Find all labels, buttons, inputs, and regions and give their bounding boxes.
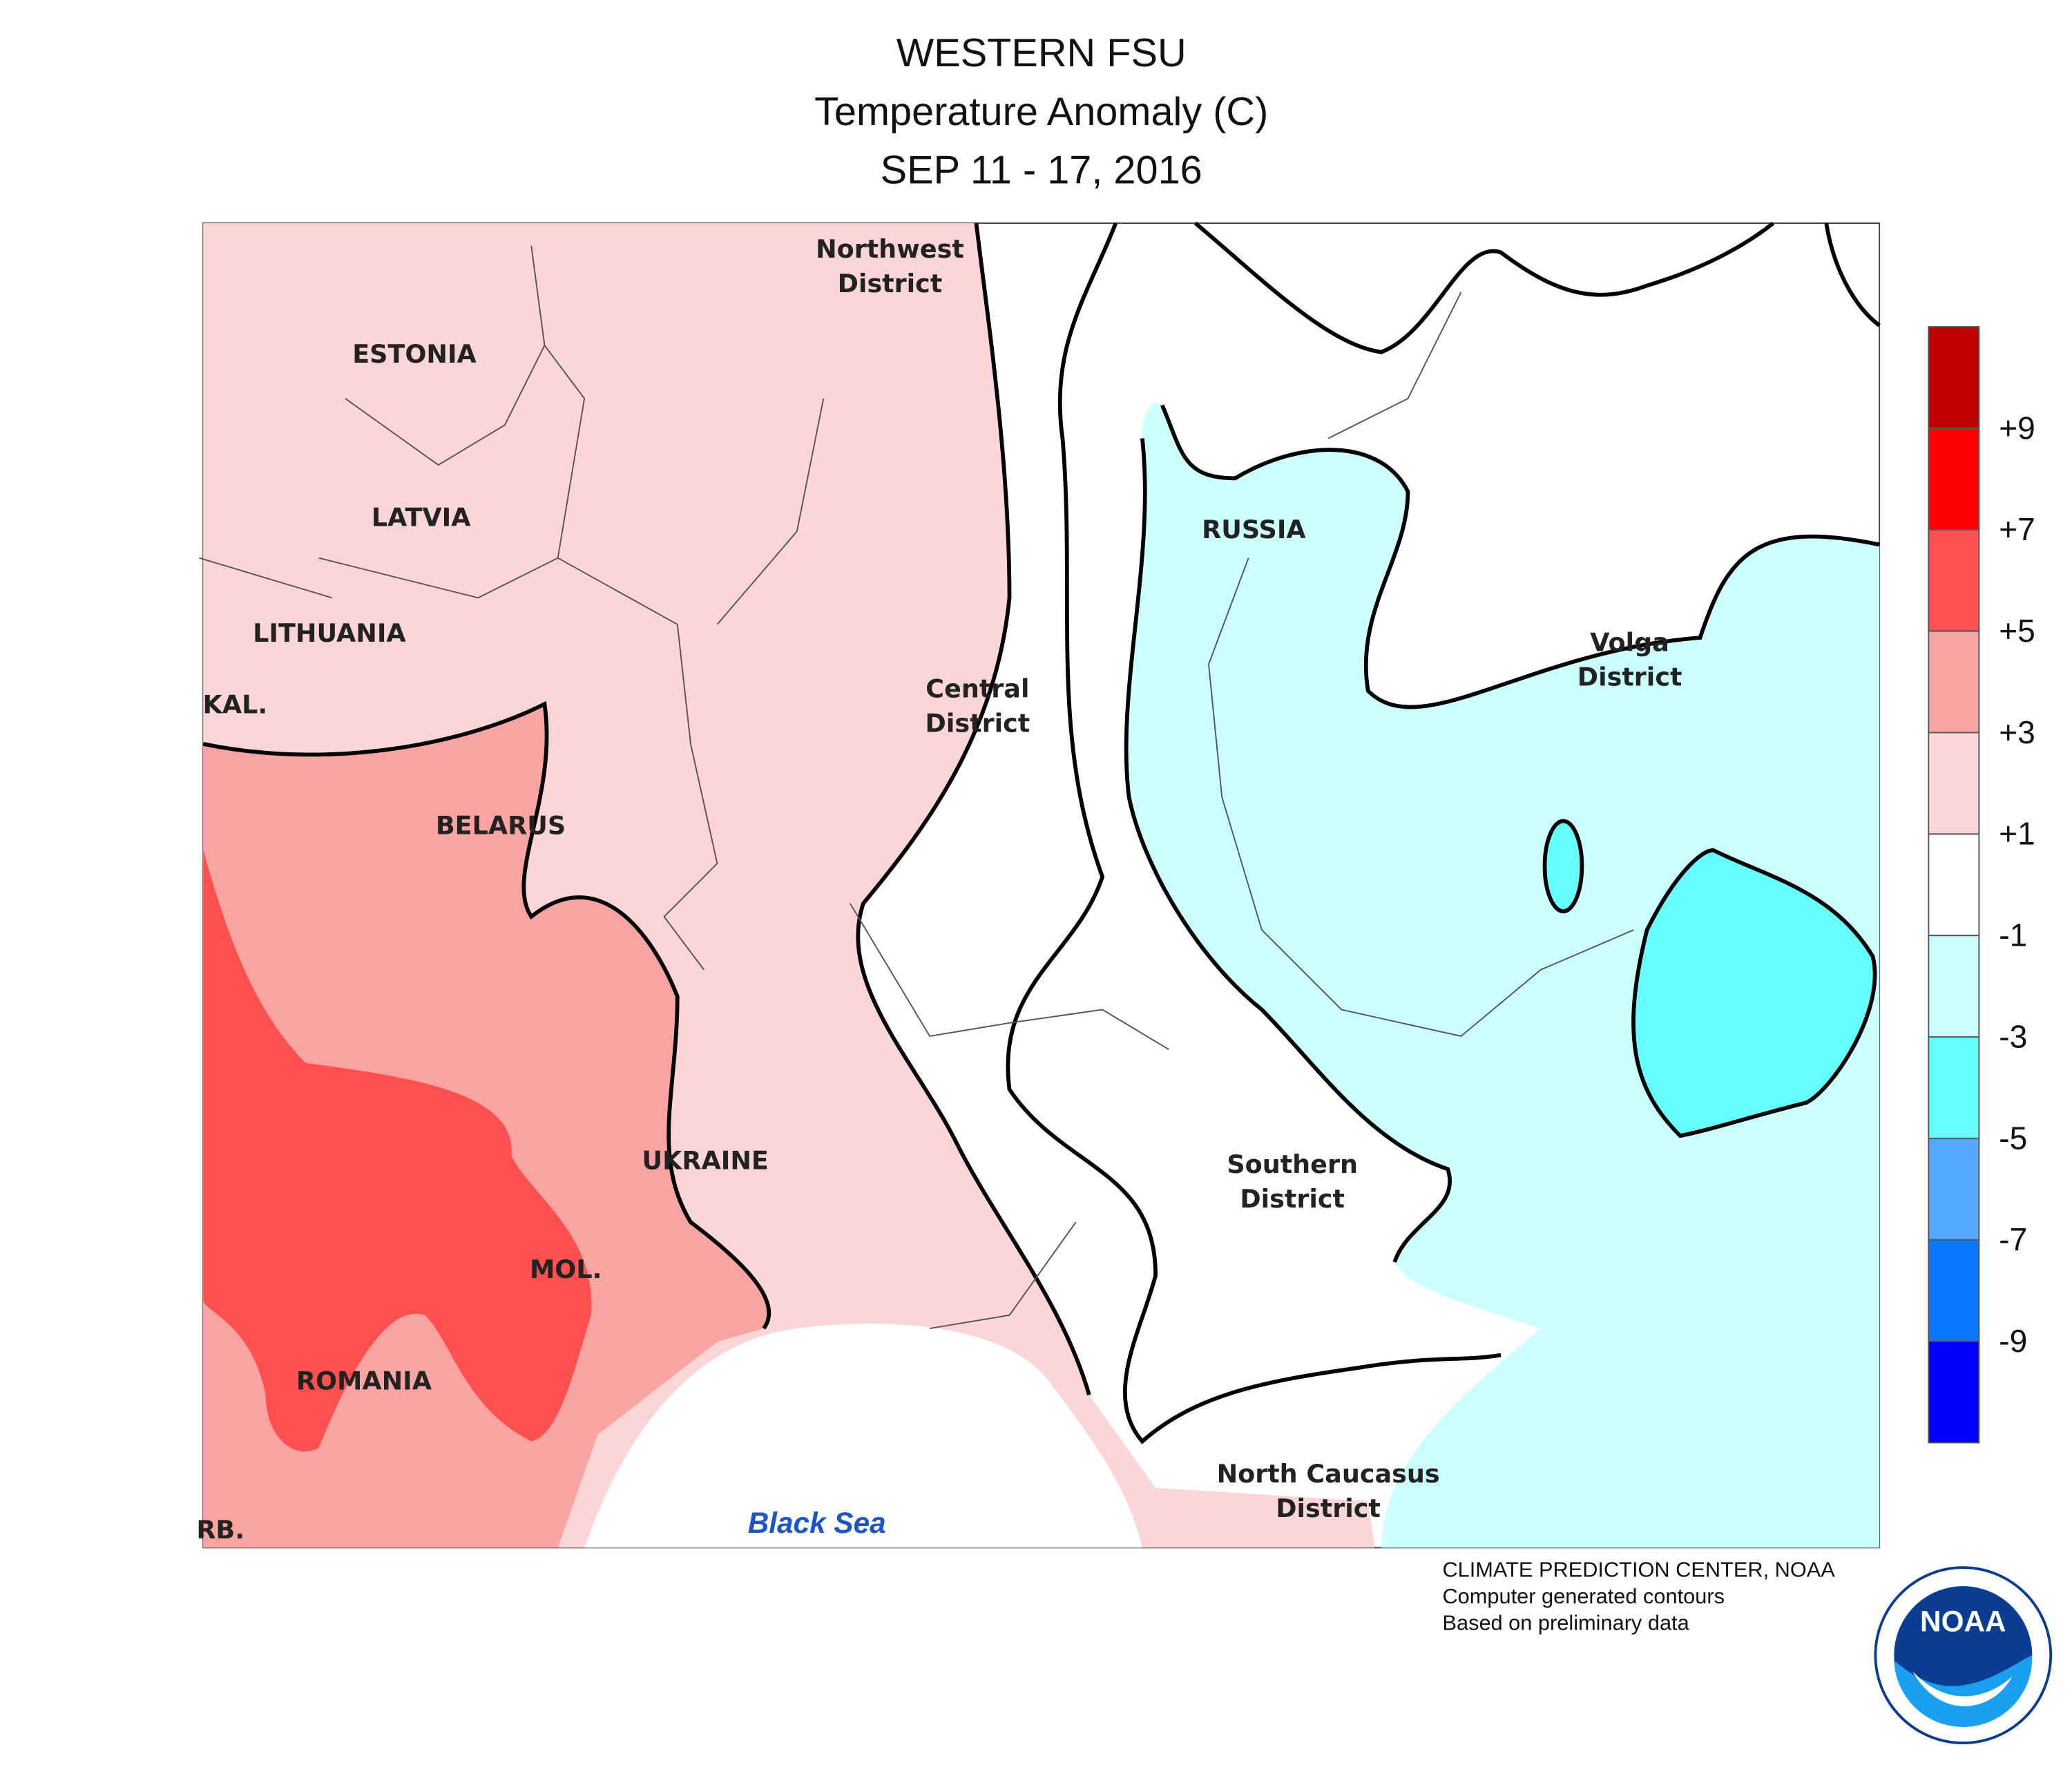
- region-label: UKRAINE: [642, 1145, 768, 1175]
- logo-gull: [1912, 1671, 2013, 1706]
- legend-label: -7: [1999, 1221, 2027, 1257]
- region-label: RB.: [196, 1515, 244, 1545]
- legend-swatch: [1928, 630, 1980, 734]
- footer-line: Based on preliminary data: [1442, 1611, 1689, 1635]
- legend-label: -9: [1999, 1323, 2027, 1359]
- region-label: LATVIA: [372, 503, 471, 533]
- footer-line: Computer generated contours: [1442, 1584, 1725, 1608]
- sea-label: Black Sea: [748, 1507, 886, 1539]
- contour: [1006, 222, 1502, 1444]
- title-line: Temperature Anomaly (C): [814, 90, 1268, 134]
- boundary: [199, 245, 1634, 1330]
- legend-label: -3: [1999, 1018, 2027, 1054]
- legend-swatch: [1928, 935, 1980, 1038]
- map: Black Sea: [199, 221, 1881, 1549]
- legend-swatch: [1928, 833, 1980, 937]
- region-label: ROMANIA: [296, 1366, 432, 1396]
- region-label: BELARUS: [436, 811, 566, 841]
- header: WESTERN FSU Temperature Anomaly (C) SEP 11…: [814, 31, 1268, 192]
- legend-label: +1: [1999, 816, 2035, 852]
- region-label: District: [1240, 1184, 1345, 1214]
- legend-label: -1: [1999, 917, 2027, 953]
- legend-label: -5: [1999, 1120, 2027, 1156]
- legend-swatch: [1928, 732, 1980, 835]
- region-label: Southern: [1227, 1149, 1358, 1179]
- footer: CLIMATE PREDICTION CENTER, NOAAComputer …: [1442, 1558, 1835, 1635]
- anomaly-area: [1542, 819, 1584, 914]
- legend-label: +7: [1999, 511, 2035, 547]
- logo-wave: [1894, 1655, 2033, 1727]
- legend-swatch: [1928, 528, 1980, 632]
- anomaly-area: [1126, 403, 1880, 1548]
- region-label: ESTONIA: [352, 339, 477, 369]
- legend-label: +5: [1999, 613, 2035, 649]
- footer-line: CLIMATE PREDICTION CENTER, NOAA: [1442, 1558, 1835, 1582]
- title-line: WESTERN FSU: [896, 31, 1187, 75]
- region-label: KAL.: [203, 690, 268, 720]
- region-label: North Caucasus: [1217, 1459, 1440, 1489]
- contour: [202, 700, 771, 1330]
- title-line: SEP 11 - 17, 2016: [881, 148, 1202, 192]
- legend-label: +9: [1999, 410, 2035, 446]
- region-label: District: [1577, 662, 1682, 691]
- contour: [856, 222, 1091, 1396]
- contour: [1193, 221, 1881, 354]
- region-label: District: [1276, 1494, 1381, 1523]
- region-label: District: [925, 709, 1030, 738]
- legend-swatch: [1928, 1340, 1980, 1444]
- legend-label: +3: [1999, 714, 2035, 750]
- legend-swatch: [1928, 1036, 1980, 1139]
- map-labels: Northwest District ESTONIA LATVIA LITHUANIA K…: [196, 234, 1682, 1545]
- legend-swatch: [1928, 427, 1980, 531]
- anomaly-area: [1631, 848, 1877, 1138]
- region-label: RUSSIA: [1202, 515, 1306, 544]
- legend-swatch: [1928, 1137, 1980, 1241]
- anomaly-area: [203, 850, 592, 1452]
- region-label: District: [838, 269, 943, 298]
- region-label: MOL.: [530, 1254, 602, 1284]
- contour: [1160, 404, 1880, 709]
- region-label: LITHUANIA: [253, 618, 406, 648]
- logo-text: NOAA: [1920, 1605, 2006, 1638]
- sea: [584, 1324, 1142, 1548]
- legend-swatch: [1928, 326, 1980, 429]
- logo: NOAA: [1874, 1566, 2053, 1744]
- legend-swatch: [1928, 1239, 1980, 1342]
- region-label: Northwest: [816, 234, 964, 264]
- region-label: Volga: [1590, 627, 1669, 657]
- region-label: Central: [925, 674, 1029, 704]
- legend: +9 +7 +5 +3 +1 -1 -3 -5 -7 -9: [1928, 326, 2035, 1444]
- contour: [1124, 438, 1452, 1263]
